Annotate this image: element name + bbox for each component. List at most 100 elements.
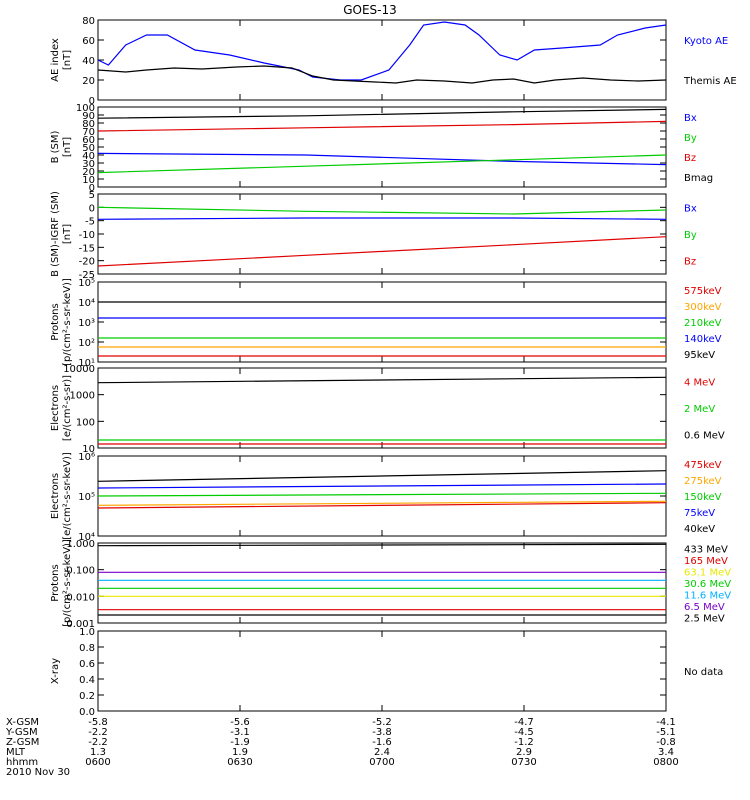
series-line-475kev	[97, 502, 667, 509]
footer-date: 2010 Nov 30	[6, 767, 70, 778]
y-tick-label: 20	[82, 76, 95, 87]
panel-frame	[97, 542, 667, 624]
footer-row-label: MLT	[6, 747, 26, 758]
footer-value: -5.2	[372, 717, 392, 728]
footer-value: -1.9	[230, 737, 250, 748]
y-tick-label: 20	[82, 167, 95, 178]
legend-label: 275keV	[684, 476, 722, 487]
y-tick-label: 1.000	[66, 539, 95, 550]
footer-value: -3.8	[372, 727, 392, 738]
series-line-bz	[97, 236, 667, 267]
legend-label: Bx	[684, 113, 697, 124]
footer-value: -5.8	[88, 717, 108, 728]
panel-8: 0.0 0.2 0.4 0.6 0.8 1.0 X-ray No data	[50, 627, 723, 718]
legend-label: 40keV	[684, 524, 715, 535]
y-tick-label: 1.0	[79, 627, 95, 638]
y-tick-label: 0.8	[79, 643, 95, 654]
y-tick-label: 10	[82, 444, 95, 455]
y-tick-label: 30	[82, 159, 95, 170]
y-tick-label: 50	[82, 143, 95, 154]
legend-label: Kyoto AE	[684, 36, 728, 47]
y-tick-label: 0.100	[66, 566, 95, 577]
chart-title: GOES-13	[343, 3, 397, 17]
legend-label: 150keV	[684, 492, 722, 503]
series-line-bz	[97, 120, 667, 132]
y-tick-label: 90	[82, 111, 95, 122]
y-tick-label: 0	[89, 183, 95, 194]
series-line-150kev	[97, 492, 667, 497]
y-axis-label: [e/(cm²-s-sr)]	[62, 375, 73, 441]
series-line-kyoto-ae	[97, 21, 667, 81]
no-data-label: No data	[684, 667, 723, 678]
y-tick-label: 10⁶	[78, 452, 95, 463]
footer-value: -4.5	[514, 727, 534, 738]
panel-frame	[97, 630, 667, 712]
legend-label: Themis AE	[683, 76, 737, 87]
series-line-40kev	[97, 470, 667, 482]
legend-label: 4 MeV	[684, 377, 715, 388]
footer-value: -1.6	[372, 737, 392, 748]
y-axis-label: [p/(cm²-s-sr-keV)]	[62, 539, 73, 627]
footer-value: 3.4	[658, 747, 674, 758]
y-tick-label: 10²	[78, 338, 95, 349]
legend-label: 75keV	[684, 508, 715, 519]
footer-value: 0600	[85, 757, 110, 768]
y-tick-label: 0.2	[79, 691, 95, 702]
series-line-bx	[97, 217, 667, 220]
legend-label: 0.6 MeV	[684, 431, 725, 442]
y-axis-label: [e/(cm²-s-sr-keV)]	[62, 452, 73, 540]
legend-label: By	[684, 230, 697, 241]
footer-row-label: hhmm	[6, 757, 38, 768]
legend-label: 2 MeV	[684, 404, 715, 415]
y-tick-label: 5	[89, 190, 95, 201]
y-axis-label: [nT]	[62, 50, 73, 70]
y-tick-label: 0.4	[79, 675, 95, 686]
y-tick-label: 0	[89, 203, 95, 214]
y-tick-label: 10⁴	[78, 532, 95, 543]
y-axis-label: [nT]	[62, 137, 73, 157]
footer-row-label: Z-GSM	[6, 737, 39, 748]
y-tick-label: 10000	[63, 364, 95, 375]
y-axis-label: [nT]	[62, 224, 73, 244]
y-tick-label: 1000	[70, 391, 95, 402]
footer-value: -4.7	[514, 717, 534, 728]
legend-label: Bmag	[684, 173, 713, 184]
legend-label: 11.6 MeV	[684, 590, 731, 601]
y-tick-label: 10³	[78, 318, 95, 329]
legend-label: 2.5 MeV	[684, 613, 725, 624]
y-tick-label: 40	[82, 151, 95, 162]
footer-row-label: X-GSM	[6, 717, 39, 728]
y-tick-label: 100	[76, 417, 95, 428]
footer-value: 0800	[653, 757, 678, 768]
footer-value: -5.6	[230, 717, 250, 728]
y-axis-label: [p/(cm²-s-sr-keV)]	[62, 278, 73, 366]
footer-row-label: Y-GSM	[5, 727, 38, 738]
y-tick-label: 0.010	[66, 592, 95, 603]
footer-value: -0.8	[656, 737, 676, 748]
y-axis-label: Electrons	[50, 385, 61, 431]
footer-value: -3.1	[230, 727, 250, 738]
series-line-bmag	[97, 108, 667, 119]
y-tick-label: 60	[82, 135, 95, 146]
y-tick-label: -10	[79, 230, 95, 241]
y-tick-label: 60	[82, 36, 95, 47]
legend-label: 140keV	[684, 334, 722, 345]
series-line-by	[97, 206, 667, 215]
y-tick-label: 0.6	[79, 659, 95, 670]
y-tick-label: 10⁵	[78, 278, 95, 289]
legend-label: 6.5 MeV	[684, 602, 725, 613]
series-line-themis-ae	[97, 65, 667, 84]
footer-value: 1.3	[90, 747, 106, 758]
series-line-433-mev	[97, 543, 667, 547]
y-axis-label: Protons	[50, 564, 61, 601]
y-axis-label: AE index	[50, 38, 61, 82]
legend-label: 433 MeV	[684, 545, 728, 556]
series-line-75kev	[97, 483, 667, 489]
legend-label: Bx	[684, 203, 697, 214]
y-tick-label: 10¹	[78, 358, 95, 369]
footer: X-GSM -5.8 -5.6 -5.2 -4.7 -4.1 Y-GSM -2.2 -3.1 -3…	[5, 717, 679, 778]
